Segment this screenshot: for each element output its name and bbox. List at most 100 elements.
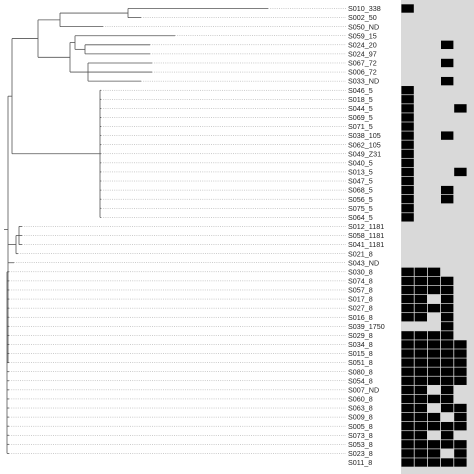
matrix-cell-present [401, 167, 414, 177]
matrix-cell-present [441, 313, 454, 322]
leaf-label: S010_338 [348, 4, 381, 13]
matrix-cell-present [401, 95, 414, 104]
matrix-cell-present [414, 367, 427, 376]
matrix-cell-present [401, 86, 414, 95]
leaf-label: S054_8 [348, 376, 373, 385]
matrix-cell-present [441, 331, 454, 340]
matrix-cell-present [401, 140, 414, 149]
matrix-cell-present [441, 194, 454, 204]
matrix-cell-present [401, 376, 414, 385]
matrix-cell-present [441, 376, 454, 385]
matrix-cell-present [401, 122, 414, 131]
leaf-label: S074_8 [348, 277, 373, 286]
matrix-cell-present [427, 276, 441, 286]
leaf-label: S007_ND [348, 385, 379, 394]
matrix-cell-present [401, 449, 414, 458]
leaf-label: S071_5 [348, 122, 373, 131]
matrix-cell-present [401, 412, 414, 422]
leaf-label: S033_ND [348, 77, 379, 86]
matrix-cell-present [454, 104, 467, 113]
matrix-cell-present [441, 349, 454, 358]
matrix-cell-present [454, 440, 467, 449]
matrix-cell-present [427, 285, 441, 295]
leaf-label: S016_8 [348, 313, 373, 322]
leaf-label: S024_20 [348, 40, 377, 49]
leaf-label: S075_5 [348, 204, 373, 213]
leaf-label: S047_5 [348, 177, 373, 186]
leaf-label: S067_72 [348, 59, 377, 68]
leaf-label: S018_5 [348, 95, 373, 104]
matrix-cell-present [401, 421, 414, 431]
matrix-cell-present [401, 431, 414, 440]
matrix-cell-present [427, 449, 441, 458]
matrix-cell-present [401, 158, 414, 168]
leaf-label: S051_8 [348, 358, 373, 367]
leaf-label: S034_8 [348, 340, 373, 349]
matrix-cell-present [401, 104, 414, 113]
matrix-cell-present [454, 340, 467, 349]
matrix-cell-present [441, 131, 454, 140]
matrix-cell-present [427, 421, 441, 431]
leaf-label: S015_8 [348, 349, 373, 358]
leaf-label: S021_8 [348, 249, 373, 258]
matrix-cell-present [414, 458, 427, 467]
matrix-cell-present [401, 403, 414, 413]
matrix-cell-present [454, 449, 467, 458]
leaf-label: S038_105 [348, 131, 381, 140]
leaf-label: S043_ND [348, 258, 379, 267]
leaf-label: S030_8 [348, 267, 373, 276]
matrix-cell-present [441, 340, 454, 349]
matrix-cell-present [427, 412, 441, 422]
matrix-cell-present [441, 294, 454, 304]
matrix-cell-present [441, 76, 454, 86]
leaf-label: S029_8 [348, 331, 373, 340]
matrix-cell-present [414, 349, 427, 358]
matrix-cell-present [441, 322, 454, 331]
matrix-cell-present [401, 458, 414, 467]
matrix-cell-present [454, 358, 467, 367]
matrix-cell-present [454, 458, 467, 467]
matrix-cell-present [401, 131, 414, 140]
matrix-cell-present [401, 294, 414, 304]
leaf-label: S060_8 [348, 395, 373, 404]
matrix-cell-present [441, 367, 454, 376]
matrix-cell-present [401, 194, 414, 204]
matrix-cell-present [401, 149, 414, 158]
matrix-cell-present [441, 431, 454, 440]
matrix-cell-present [441, 58, 454, 68]
leaf-label: S017_8 [348, 295, 373, 304]
leaf-label: S058_1181 [348, 231, 384, 240]
matrix-cell-present [401, 204, 414, 213]
matrix-cell-present [414, 303, 427, 313]
leaf-label: S050_ND [348, 22, 379, 31]
matrix-cell-present [414, 285, 427, 295]
matrix-cell-present [454, 167, 467, 177]
matrix-cell-present [441, 403, 454, 413]
matrix-cell-present [401, 113, 414, 122]
matrix-cell-present [441, 285, 454, 295]
leaf-label: S080_8 [348, 367, 373, 376]
leaf-label: S009_8 [348, 413, 373, 422]
matrix-cell-present [427, 349, 441, 358]
matrix-cell-present [401, 340, 414, 349]
matrix-cell-present [414, 421, 427, 431]
matrix-cell-present [441, 276, 454, 286]
matrix-cell-present [414, 394, 427, 404]
leaf-label: S006_72 [348, 68, 377, 77]
matrix-cell-present [414, 431, 427, 440]
matrix-cell-present [414, 294, 427, 304]
leaf-label: S024_97 [348, 50, 377, 59]
leaf-label: S039_1750 [348, 322, 385, 331]
matrix-cell-present [401, 213, 414, 222]
leaf-label: S012_1181 [348, 222, 384, 231]
matrix-cell-present [401, 285, 414, 295]
leaf-label: S040_5 [348, 158, 373, 167]
matrix-cell-present [401, 331, 414, 340]
matrix-cell-present [454, 367, 467, 376]
matrix-cell-present [441, 385, 454, 395]
matrix-cell-present [401, 276, 414, 286]
matrix-cell-present [414, 340, 427, 349]
matrix-cell-present [401, 303, 414, 313]
leaf-label: S053_8 [348, 440, 373, 449]
